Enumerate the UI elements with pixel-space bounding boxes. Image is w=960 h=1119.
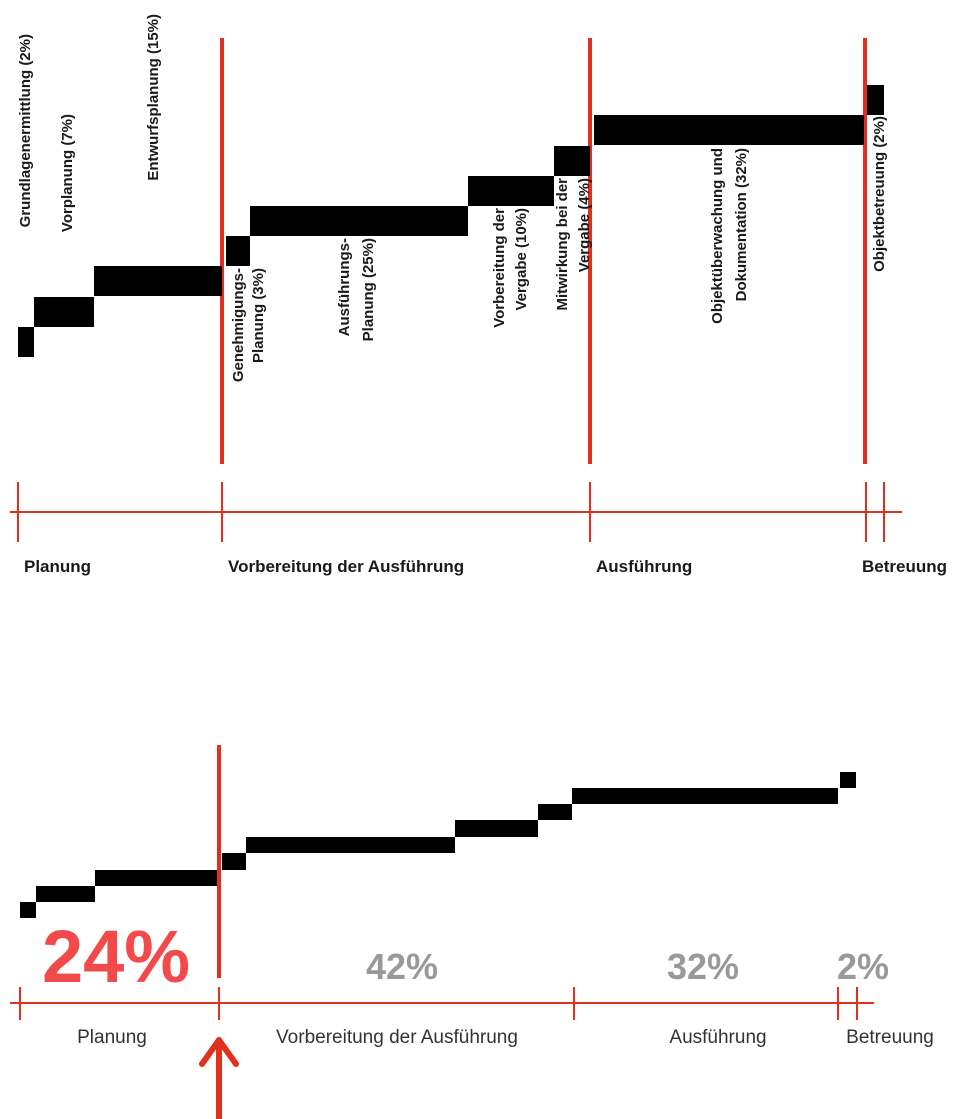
bottom-step-bar-lp5 bbox=[246, 837, 455, 853]
step-label-line: Vorbereitung der bbox=[491, 208, 508, 328]
step-bar-lp5 bbox=[250, 206, 468, 236]
step-label-lp4: Genehmigungs- Planung (3%) bbox=[230, 268, 267, 382]
step-label-lp5: Ausführungs- Planung (25%) bbox=[336, 238, 377, 341]
top-step-labels: Grundlagenermittlung (2%) Vorplanung (7%)… bbox=[17, 14, 888, 382]
step-bar-lp8 bbox=[594, 115, 864, 145]
step-label-line: Grundlagenermittlung (2%) bbox=[17, 34, 34, 227]
bottom-step-bar-lp9 bbox=[840, 772, 856, 788]
step-label-line: Entwurfsplanung (15%) bbox=[145, 14, 162, 181]
step-bar-lp9 bbox=[867, 85, 884, 115]
step-bar-lp1 bbox=[18, 327, 34, 357]
step-bar-lp7 bbox=[554, 146, 590, 176]
step-label-line: Vorplanung (7%) bbox=[59, 114, 76, 232]
top-bars-group bbox=[18, 85, 884, 357]
bottom-bars-group bbox=[20, 772, 856, 918]
bottom-step-bar-lp2 bbox=[36, 886, 95, 902]
phase-percent-planung: 24% bbox=[42, 915, 190, 998]
top-phase-label-betreuung: Betreuung bbox=[862, 557, 947, 576]
step-label-line: Vergabe (10%) bbox=[513, 208, 530, 311]
step-label-line: Planung (25%) bbox=[360, 238, 377, 341]
step-label-line: Planung (3%) bbox=[250, 268, 267, 363]
bottom-step-bar-lp3 bbox=[95, 870, 217, 886]
step-label-line: Mitwirkung bei der bbox=[554, 178, 571, 311]
step-label-lp7: Mitwirkung bei der Vergabe (4%) bbox=[554, 178, 593, 311]
bottom-phase-label-ausfuehrung: Ausführung bbox=[669, 1027, 766, 1048]
step-label-line: Vergabe (4%) bbox=[576, 178, 593, 272]
step-label-line: Dokumentation (32%) bbox=[733, 148, 750, 301]
step-label-line: Objektüberwachung und bbox=[709, 148, 726, 324]
step-bar-lp6 bbox=[468, 176, 554, 206]
top-phase-label-planung: Planung bbox=[24, 557, 91, 576]
bottom-step-bar-lp1 bbox=[20, 902, 36, 918]
top-step-chart: Grundlagenermittlung (2%) Vorplanung (7%)… bbox=[10, 14, 947, 576]
phase-percent-betreuung: 2% bbox=[837, 946, 889, 987]
step-label-lp8: Objektüberwachung und Dokumentation (32%) bbox=[709, 148, 750, 324]
top-phase-label-vorbereitung: Vorbereitung der Ausführung bbox=[228, 557, 464, 576]
step-label-lp1: Grundlagenermittlung (2%) bbox=[17, 34, 34, 227]
step-label-lp2: Vorplanung (7%) bbox=[59, 114, 76, 232]
step-label-lp9: Objektbetreuung (2%) bbox=[871, 116, 888, 272]
step-bar-lp4 bbox=[226, 236, 250, 266]
step-bar-lp2 bbox=[34, 297, 94, 327]
pointer-arrow-head bbox=[199, 1037, 239, 1067]
step-label-line: Genehmigungs- bbox=[230, 268, 247, 382]
phase-percent-ausfuehrung: 32% bbox=[667, 946, 739, 987]
step-label-lp3: Entwurfsplanung (15%) bbox=[145, 14, 162, 181]
bottom-step-bar-lp8 bbox=[572, 788, 838, 804]
step-bar-lp3 bbox=[94, 266, 222, 296]
bottom-step-bar-lp4 bbox=[222, 853, 246, 870]
top-phase-label-ausfuehrung: Ausführung bbox=[596, 557, 692, 576]
step-label-line: Ausführungs- bbox=[336, 238, 353, 336]
bottom-phase-label-betreuung: Betreuung bbox=[846, 1027, 934, 1048]
bottom-step-bar-lp6 bbox=[455, 820, 538, 837]
step-label-lp6: Vorbereitung der Vergabe (10%) bbox=[491, 208, 530, 328]
bottom-step-chart: 24% 42% 32% 2% Planung Vorbereitung der … bbox=[10, 745, 934, 1119]
bottom-step-bar-lp7 bbox=[538, 804, 572, 820]
phase-percent-vorbereitung: 42% bbox=[366, 946, 438, 987]
bottom-phase-label-planung: Planung bbox=[77, 1027, 147, 1048]
bottom-phase-label-vorbereitung: Vorbereitung der Ausführung bbox=[276, 1027, 518, 1048]
step-label-line: Objektbetreuung (2%) bbox=[871, 116, 888, 272]
